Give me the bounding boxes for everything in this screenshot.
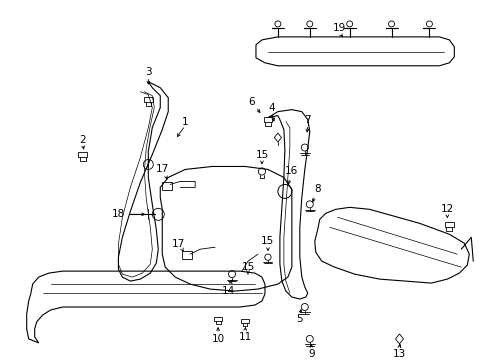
Bar [162, 183, 172, 190]
Text: 9: 9 [308, 349, 314, 359]
Text: 2: 2 [79, 135, 86, 145]
Text: 12: 12 [440, 204, 453, 214]
Text: 17: 17 [155, 165, 168, 175]
Bar [214, 317, 222, 321]
Text: 15: 15 [241, 262, 254, 272]
Text: 15: 15 [255, 149, 268, 159]
Text: 19: 19 [332, 23, 346, 33]
Text: 13: 13 [392, 349, 406, 359]
Text: 8: 8 [314, 184, 321, 194]
Bar [143, 98, 152, 102]
Text: 5: 5 [296, 314, 303, 324]
Text: 3: 3 [145, 67, 151, 77]
Text: 17: 17 [171, 239, 184, 249]
Text: 10: 10 [211, 334, 224, 344]
Text: 4: 4 [268, 103, 275, 113]
Bar [241, 319, 248, 323]
Text: 14: 14 [221, 286, 234, 296]
Text: 15: 15 [261, 236, 274, 246]
Bar [78, 152, 87, 157]
Text: 7: 7 [304, 114, 310, 125]
Bar [444, 222, 453, 227]
Text: 1: 1 [182, 117, 188, 127]
Text: 11: 11 [238, 332, 251, 342]
Text: 18: 18 [112, 209, 125, 219]
Text: 16: 16 [285, 166, 298, 176]
Text: 6: 6 [248, 97, 255, 107]
Bar [263, 117, 272, 122]
Bar [182, 251, 192, 259]
